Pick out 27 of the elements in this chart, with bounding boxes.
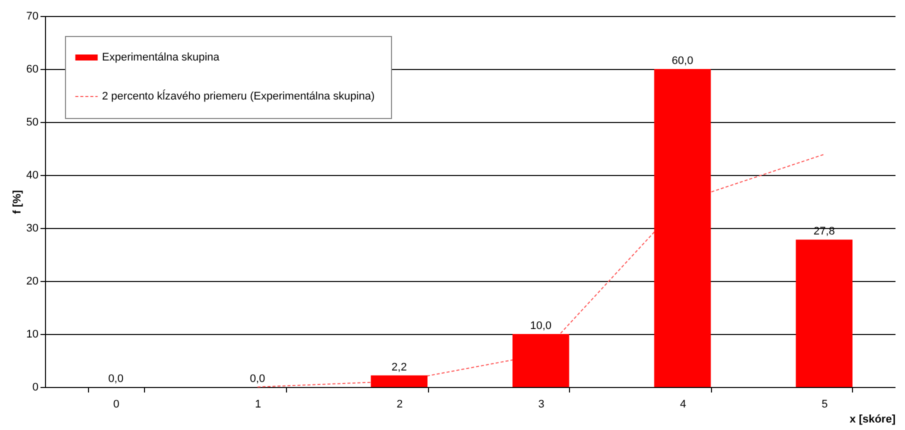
- y-tick-label: 10: [26, 328, 38, 340]
- bar: [512, 334, 570, 387]
- data-label: 60,0: [672, 55, 694, 67]
- bar: [796, 240, 852, 387]
- x-tick-label: 4: [680, 398, 686, 410]
- bar: [654, 69, 711, 387]
- y-tick-label: 50: [26, 116, 38, 128]
- x-tick-label: 0: [113, 398, 120, 410]
- x-tick-label: 5: [822, 398, 828, 410]
- y-tick-label: 0: [32, 382, 38, 394]
- x-tick-label: 3: [538, 398, 544, 410]
- legend-label: Experimentálna skupina: [102, 52, 220, 64]
- y-tick-label: 40: [26, 170, 38, 182]
- data-label: 2,2: [392, 361, 407, 374]
- y-axis-title: f [%]: [11, 190, 24, 214]
- legend-label: 2 percento kĺzavého priemeru (Experimentálna skupina): [102, 90, 375, 102]
- x-tick-label: 1: [254, 398, 262, 410]
- x-tick-label: 2: [396, 398, 403, 410]
- y-tick-label: 70: [26, 10, 38, 22]
- data-label: 10,0: [530, 320, 552, 332]
- data-label: 0,0: [250, 373, 266, 385]
- bar: [370, 375, 428, 387]
- y-tick-label: 60: [26, 64, 38, 76]
- data-label: 0,0: [108, 373, 124, 385]
- y-tick-label: 20: [26, 276, 38, 288]
- y-tick-label: 30: [26, 222, 38, 234]
- x-axis-title: x [skóre]: [850, 414, 896, 426]
